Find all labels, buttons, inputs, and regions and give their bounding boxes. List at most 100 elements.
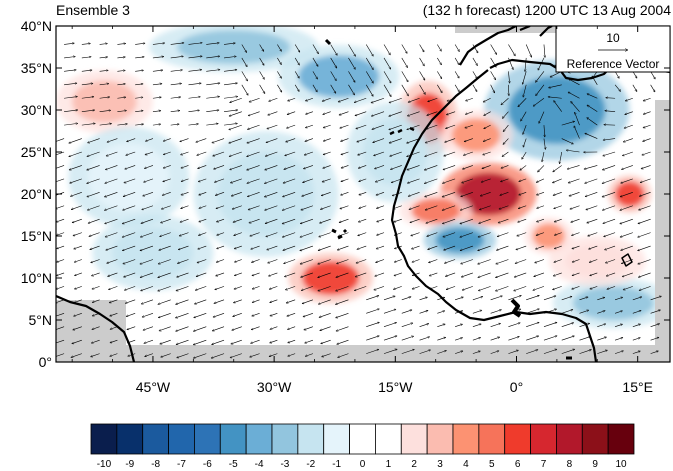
wind-vector <box>597 311 605 314</box>
wind-vector <box>158 272 171 278</box>
wind-vector <box>339 218 349 222</box>
wind-vector <box>142 312 154 317</box>
wind-vector <box>409 205 420 210</box>
wind-vector <box>523 71 527 84</box>
wind-vector <box>224 97 238 99</box>
wind-vector <box>252 299 260 303</box>
wind-vector <box>206 97 219 99</box>
wind-vector <box>472 351 481 354</box>
wind-vector <box>437 57 442 65</box>
wind-vector <box>175 326 189 332</box>
wind-vector <box>514 272 527 277</box>
wind-vector <box>462 165 473 169</box>
wind-vector <box>508 323 520 328</box>
wind-vector <box>437 350 446 354</box>
wind-vector <box>445 272 456 276</box>
wind-vector <box>285 151 296 156</box>
wind-vector <box>233 299 242 303</box>
wind-vector <box>234 272 242 276</box>
wind-vector <box>229 151 242 157</box>
wind-vector <box>285 286 296 289</box>
wind-vector <box>160 339 171 344</box>
wind-vector <box>621 259 633 264</box>
colorbar-swatch <box>116 423 144 455</box>
wind-vector <box>490 337 500 341</box>
wind-vector <box>232 205 242 209</box>
wind-vector <box>419 297 428 301</box>
colorbar-swatch <box>349 423 376 455</box>
wind-vector <box>152 97 162 98</box>
wind-vector <box>355 111 367 116</box>
wind-vector <box>158 259 171 264</box>
wind-vector <box>643 97 651 101</box>
wind-vector <box>90 245 100 249</box>
wind-vector <box>87 205 100 210</box>
missing-data-bottom <box>56 345 670 362</box>
wind-vector <box>366 349 379 354</box>
wind-vector <box>141 218 154 223</box>
wind-vector <box>319 218 331 223</box>
wind-vector <box>181 178 189 182</box>
wind-vector <box>57 245 65 249</box>
wind-vector <box>424 151 438 157</box>
wind-vector <box>224 83 238 86</box>
wind-vector <box>625 111 633 115</box>
wind-vector <box>304 151 314 155</box>
wind-vector <box>144 353 154 357</box>
wind-vector <box>122 232 136 238</box>
wind-vector <box>544 125 545 137</box>
wind-vector <box>56 178 65 183</box>
wind-vector <box>411 232 420 236</box>
wind-vector <box>366 309 379 314</box>
wind-vector <box>519 192 527 195</box>
wind-vector <box>267 259 278 263</box>
wind-vector <box>401 336 414 341</box>
anomaly-blob <box>302 261 359 295</box>
wind-vector <box>437 324 445 328</box>
wind-vector <box>472 338 481 341</box>
wind-vector <box>282 192 296 196</box>
wind-vector <box>365 57 374 70</box>
wind-vector <box>320 205 331 210</box>
wind-vector <box>553 192 562 195</box>
wind-vector <box>614 324 623 328</box>
colorbar-swatch <box>323 423 350 455</box>
wind-vector <box>389 124 402 130</box>
wind-vector <box>128 353 136 357</box>
wind-vector <box>266 232 278 237</box>
wind-vector <box>425 138 438 143</box>
wind-vector <box>92 299 100 303</box>
wind-vector <box>508 309 521 314</box>
wind-vector <box>249 97 260 102</box>
wind-vector <box>64 123 78 126</box>
wind-vector <box>478 218 491 223</box>
wind-vector <box>442 178 456 183</box>
wind-vector <box>561 336 575 341</box>
wind-vector <box>214 178 225 182</box>
wind-vector <box>216 218 225 222</box>
wind-vector <box>465 124 473 128</box>
wind-vector <box>536 232 545 236</box>
wind-vector <box>394 245 402 249</box>
wind-vector <box>336 259 349 264</box>
wind-vector <box>283 178 296 183</box>
wind-vector <box>336 326 349 331</box>
wind-vector <box>484 111 491 116</box>
wind-vector <box>194 299 207 304</box>
wind-vector <box>336 272 349 277</box>
wind-vector <box>188 70 201 72</box>
wind-vector <box>520 111 527 122</box>
wind-vector <box>521 151 527 159</box>
wind-vector <box>104 218 118 224</box>
wind-vector <box>365 84 374 97</box>
wind-vector <box>124 178 136 183</box>
wind-vector <box>341 151 349 155</box>
colorbar-swatch <box>90 423 118 455</box>
wind-vector <box>523 138 527 148</box>
wind-vector <box>401 44 408 53</box>
wind-vector <box>537 57 545 70</box>
wind-vector <box>571 218 580 222</box>
wind-vector <box>107 138 118 143</box>
wind-vector <box>389 138 402 143</box>
wind-vector <box>539 111 545 124</box>
